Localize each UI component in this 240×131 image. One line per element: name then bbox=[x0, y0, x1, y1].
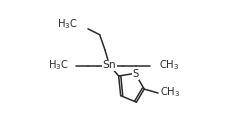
Text: CH$_3$: CH$_3$ bbox=[159, 59, 180, 72]
Text: S: S bbox=[132, 69, 139, 79]
Text: Sn: Sn bbox=[103, 61, 116, 70]
Text: CH$_3$: CH$_3$ bbox=[160, 85, 181, 99]
Text: H$_3$C: H$_3$C bbox=[57, 17, 78, 31]
Text: H$_3$C: H$_3$C bbox=[48, 59, 68, 72]
